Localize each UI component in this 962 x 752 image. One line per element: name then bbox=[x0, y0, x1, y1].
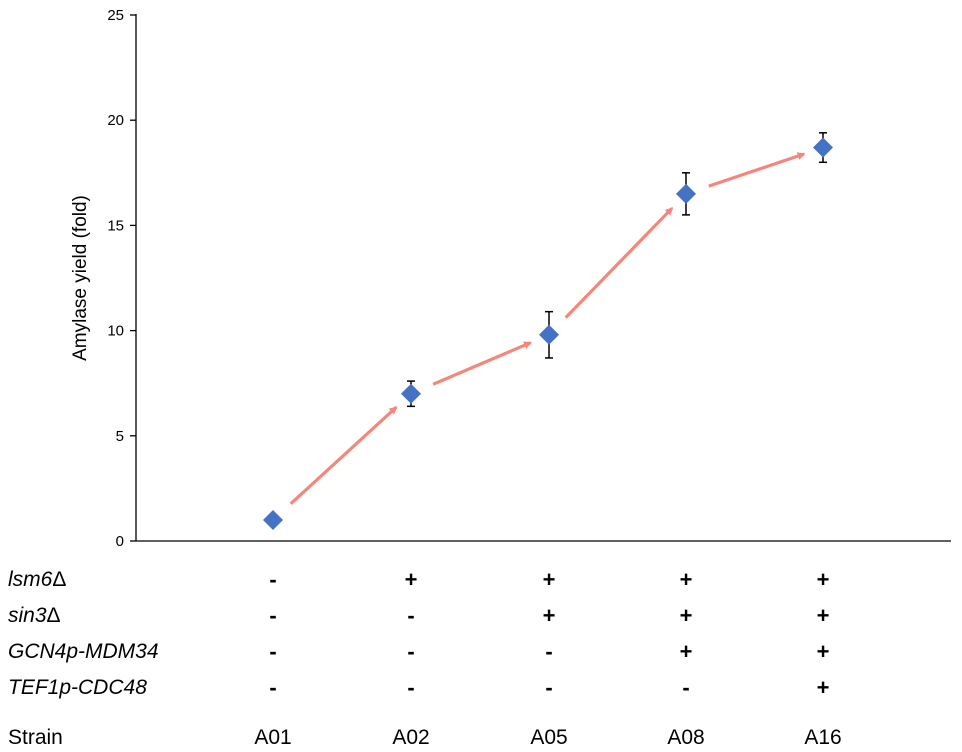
y-tick-label: 25 bbox=[107, 7, 124, 24]
genotype-row-label: sin3Δ bbox=[8, 604, 61, 627]
genotype-plus: + bbox=[680, 567, 693, 592]
genotype-minus: - bbox=[407, 639, 414, 664]
genotype-plus: + bbox=[817, 567, 830, 592]
genotype-minus: - bbox=[407, 603, 414, 628]
genotype-plus: + bbox=[543, 603, 556, 628]
strain-label: A05 bbox=[530, 726, 567, 749]
strain-label: A01 bbox=[254, 726, 291, 749]
data-point-marker bbox=[539, 324, 559, 345]
genotype-minus: - bbox=[545, 639, 552, 664]
y-tick-label: 20 bbox=[107, 112, 124, 129]
genotype-minus: - bbox=[407, 675, 414, 700]
data-point-marker bbox=[813, 137, 833, 158]
genotype-row-label: GCN4p-MDM34 bbox=[8, 640, 159, 663]
trend-arrow bbox=[564, 207, 674, 319]
genotype-plus: + bbox=[405, 567, 418, 592]
strain-row: Strain A01 A02 A05 A08 A16 bbox=[8, 726, 842, 749]
data-points bbox=[263, 137, 833, 530]
y-tick-label: 15 bbox=[107, 217, 124, 234]
genotype-minus: - bbox=[545, 675, 552, 700]
data-point-marker bbox=[401, 383, 421, 404]
genotype-minus: - bbox=[269, 603, 276, 628]
genotype-minus: - bbox=[269, 567, 276, 592]
error-bars bbox=[407, 132, 827, 408]
y-tick-label: 5 bbox=[116, 428, 124, 445]
strain-row-label: Strain bbox=[8, 726, 63, 749]
genotype-plus: + bbox=[817, 675, 830, 700]
strain-label: A02 bbox=[392, 726, 429, 749]
y-ticks: 0 5 10 15 20 25 bbox=[107, 7, 136, 550]
trend-arrows bbox=[289, 152, 806, 505]
strain-label: A08 bbox=[667, 726, 704, 749]
data-point-marker bbox=[263, 509, 283, 530]
strain-label: A16 bbox=[804, 726, 841, 749]
genotype-row-label: lsm6Δ bbox=[8, 568, 66, 591]
trend-arrow bbox=[432, 341, 532, 386]
genotype-plus: + bbox=[680, 603, 693, 628]
genotype-plus: + bbox=[680, 639, 693, 664]
y-tick-label: 0 bbox=[116, 533, 124, 550]
trend-arrow bbox=[708, 152, 806, 188]
genotype-minus: - bbox=[269, 675, 276, 700]
genotype-row-label: TEF1p-CDC48 bbox=[8, 676, 147, 699]
genotype-minus: - bbox=[269, 639, 276, 664]
y-axis-title: Amylase yield (fold) bbox=[70, 195, 91, 361]
y-tick-label: 10 bbox=[107, 323, 124, 340]
genotype-plus: + bbox=[817, 639, 830, 664]
trend-arrow bbox=[289, 406, 398, 505]
genotype-table: lsm6Δ - + + + + sin3Δ - - + + + GCN4p-MDM34 - - - + + TEF1… bbox=[8, 567, 829, 700]
genotype-plus: + bbox=[817, 603, 830, 628]
data-point-marker bbox=[676, 183, 696, 204]
genotype-plus: + bbox=[543, 567, 556, 592]
genotype-minus: - bbox=[682, 675, 689, 700]
